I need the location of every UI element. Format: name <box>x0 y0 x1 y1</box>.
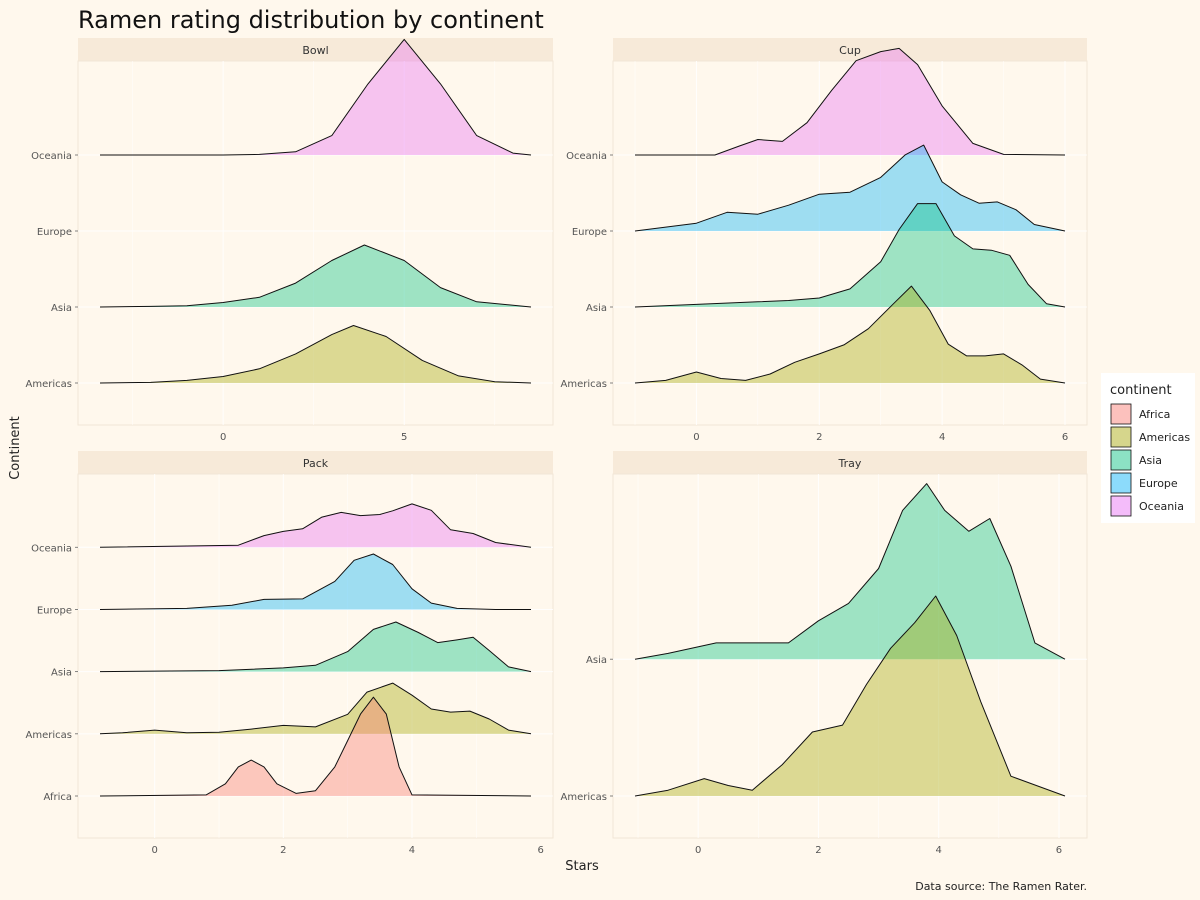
y-tick-label-europe: Europe <box>37 227 72 238</box>
y-tick-label-oceania: Oceania <box>31 543 72 554</box>
ridge-line-asia <box>99 621 532 673</box>
ridge-fill-europe <box>100 554 531 610</box>
y-tick-label-asia: Asia <box>586 303 607 314</box>
ridge-line-oceania <box>635 47 1066 156</box>
legend-key-americas <box>1110 426 1132 448</box>
x-tick-label: 0 <box>220 432 226 443</box>
x-tick-label: 6 <box>1062 432 1068 443</box>
ridge-fill-americas <box>100 325 531 383</box>
y-tick-label-asia: Asia <box>51 668 72 679</box>
ridge-fill-oceania <box>100 39 531 155</box>
x-tick-label: 6 <box>1056 845 1062 856</box>
ridge-fill-oceania <box>100 503 531 548</box>
x-tick-label: 4 <box>409 845 415 856</box>
legend-background <box>1101 373 1195 523</box>
panel-border <box>77 60 554 426</box>
legend-key-europe <box>1110 472 1132 494</box>
legend-key-oceania <box>1110 495 1132 517</box>
panel-strip <box>613 451 1087 474</box>
ridge-fill-asia <box>635 483 1065 660</box>
panel-strip <box>613 38 1087 61</box>
y-tick-label-asia: Asia <box>586 655 607 666</box>
y-tick-label-americas: Americas <box>561 792 607 803</box>
y-tick-label-africa: Africa <box>43 792 72 803</box>
ridge-line-asia <box>99 244 532 308</box>
y-tick-label-americas: Americas <box>561 379 607 390</box>
ridge-fill-americas <box>635 596 1065 796</box>
ridge-line-americas <box>99 682 532 735</box>
x-tick-label: 2 <box>280 845 286 856</box>
ridge-line-asia <box>634 203 1066 308</box>
chart-title: Ramen rating distribution by continent <box>78 6 544 34</box>
x-tick-label: 6 <box>537 845 543 856</box>
ridge-fill-europe <box>635 145 1065 231</box>
ridge-line-europe <box>634 144 1066 232</box>
y-tick-label-oceania: Oceania <box>566 151 607 162</box>
legend: continent Africa Americas Asia Europe Oceani… <box>1101 373 1195 523</box>
legend-label-americas: Americas <box>1139 431 1190 444</box>
panel-bowl: Bowl 0 5 Americas Asia Europe Oceania <box>26 38 554 443</box>
x-tick-label: 5 <box>401 432 407 443</box>
y-tick-label-americas: Americas <box>26 730 72 741</box>
panel-strip <box>78 451 553 474</box>
ridge-fill-americas <box>100 683 531 734</box>
x-tick-label: 0 <box>695 845 701 856</box>
panel-strip <box>78 38 553 61</box>
panel-strip-label: Pack <box>303 457 329 470</box>
panels-layer: Bowl 0 5 Americas Asia Europe Oceania Cup 0 2 4 6 Am… <box>26 38 1088 856</box>
y-tick-label-europe: Europe <box>572 227 607 238</box>
y-tick-label-oceania: Oceania <box>31 151 72 162</box>
legend-title: continent <box>1110 383 1172 398</box>
legend-label-oceania: Oceania <box>1139 500 1184 513</box>
legend-label-asia: Asia <box>1139 454 1162 467</box>
panel-strip-label: Bowl <box>302 44 328 57</box>
panel-border <box>77 473 554 839</box>
x-tick-label: 4 <box>936 845 942 856</box>
x-tick-label: 0 <box>151 845 157 856</box>
ridge-fill-asia <box>635 203 1065 307</box>
x-tick-label: 2 <box>816 432 822 443</box>
panel-strip-label: Cup <box>839 44 861 57</box>
ridge-line-europe <box>99 553 531 610</box>
ridge-line-americas <box>634 285 1066 384</box>
legend-key-africa <box>1110 403 1132 425</box>
panel-pack: Pack 0 2 4 6 Africa Americas Asia Europe Oceania <box>26 451 554 856</box>
ridge-fill-americas <box>635 286 1065 383</box>
legend-label-europe: Europe <box>1139 477 1178 490</box>
ridge-line-asia <box>634 483 1066 660</box>
caption: Data source: The Ramen Rater. <box>915 880 1087 893</box>
panel-cup: Cup 0 2 4 6 Americas Asia Europe Oceania <box>561 38 1088 443</box>
legend-key-asia <box>1110 449 1132 471</box>
y-tick-label-asia: Asia <box>51 303 72 314</box>
ridge-line-oceania <box>100 38 532 156</box>
y-axis-title: Continent <box>8 416 23 480</box>
ridge-line-americas <box>634 595 1066 797</box>
legend-label-africa: Africa <box>1139 408 1170 421</box>
panel-tray: Tray 0 2 4 6 Americas Asia <box>561 451 1088 856</box>
ridge-fill-asia <box>100 622 531 672</box>
y-tick-label-europe: Europe <box>37 605 72 616</box>
panel-strip-label: Tray <box>838 457 862 470</box>
ridge-line-americas <box>99 325 532 384</box>
y-tick-label-americas: Americas <box>26 379 72 390</box>
ridge-line-oceania <box>99 503 532 548</box>
ridge-fill-asia <box>100 245 531 307</box>
x-tick-label: 4 <box>939 432 945 443</box>
x-tick-label: 2 <box>815 845 821 856</box>
x-axis-title: Stars <box>565 859 599 874</box>
ridge-fill-oceania <box>635 48 1065 155</box>
panel-border <box>612 473 1088 839</box>
ridge-line-africa <box>99 696 532 797</box>
panel-border <box>612 60 1088 426</box>
x-tick-label: 0 <box>693 432 699 443</box>
